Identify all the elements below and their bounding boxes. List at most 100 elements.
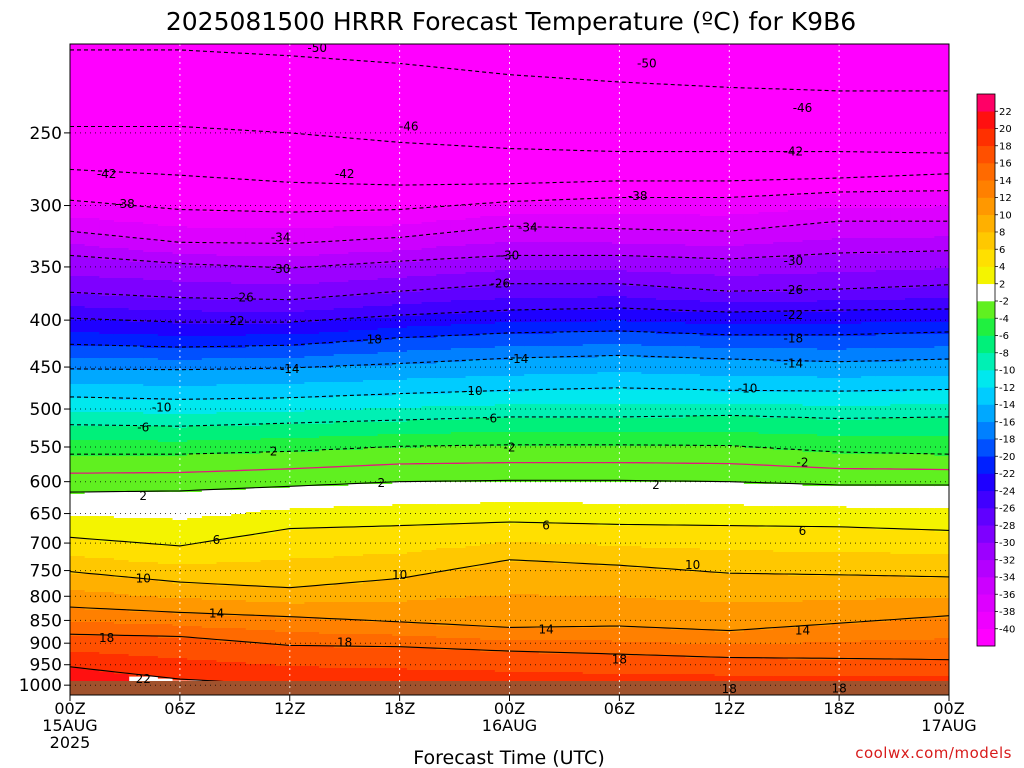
contour-label-text: 2 (377, 476, 385, 490)
temperature-band (919, 660, 935, 677)
temperature-band (99, 456, 115, 493)
temperature-band (670, 630, 686, 645)
temperature-band (333, 634, 349, 649)
temperature-band (538, 628, 555, 641)
temperature-band (465, 568, 481, 597)
temperature-band (758, 336, 774, 349)
colorbar-tick-label: -20 (999, 452, 1015, 463)
temperature-band (465, 596, 481, 627)
temperature-band (509, 358, 525, 377)
temperature-band (377, 226, 393, 241)
temperature-band (934, 298, 949, 311)
temperature-band (231, 662, 247, 685)
temperature-band (421, 648, 437, 671)
temperature-band (626, 568, 642, 599)
temperature-band (84, 412, 100, 427)
y-tick-label: 900 (30, 634, 62, 654)
temperature-band (919, 436, 935, 455)
temperature-band (201, 490, 218, 517)
temperature-band (99, 236, 115, 249)
temperature-band (201, 370, 218, 387)
temperature-band (582, 374, 598, 391)
temperature-band (729, 658, 745, 677)
temperature-band (494, 298, 511, 313)
colorbar-tick-label: -12 (999, 383, 1015, 394)
temperature-band (143, 310, 159, 323)
temperature-band (787, 644, 804, 661)
temperature-band (538, 524, 555, 545)
temperature-band (494, 432, 511, 447)
temperature-band (758, 258, 774, 275)
temperature-band (275, 530, 291, 561)
temperature-band (450, 232, 467, 247)
temperature-band (143, 358, 159, 371)
temperature-band (934, 334, 949, 347)
temperature-band (699, 274, 716, 291)
temperature-band (934, 618, 949, 639)
temperature-band (201, 640, 218, 661)
temperature-band (70, 426, 86, 441)
temperature-band (773, 552, 789, 575)
temperature-band (172, 310, 188, 325)
contour-label: -50 (637, 56, 657, 70)
temperature-band (84, 622, 100, 637)
temperature-band (568, 346, 584, 359)
temperature-band (524, 542, 540, 563)
temperature-band (333, 602, 349, 621)
temperature-band (494, 242, 511, 257)
temperature-band (70, 538, 86, 557)
temperature-band (699, 482, 716, 505)
temperature-band (875, 288, 891, 301)
temperature-band (113, 636, 130, 655)
temperature-band (934, 456, 949, 487)
contour-label-text: -2 (265, 444, 277, 458)
temperature-band (216, 228, 232, 245)
temperature-band (670, 44, 686, 199)
temperature-band (113, 492, 130, 519)
temperature-band (905, 238, 921, 253)
temperature-band (231, 44, 247, 213)
temperature-band (905, 334, 921, 349)
temperature-band (216, 256, 232, 267)
temperature-band (890, 310, 906, 323)
temperature-band (465, 230, 481, 245)
temperature-band (861, 322, 877, 337)
temperature-band (304, 334, 320, 345)
temperature-band (758, 348, 774, 361)
temperature-band (319, 254, 335, 267)
temperature-band (773, 228, 789, 243)
temperature-band (773, 324, 789, 337)
temperature-band (348, 410, 364, 423)
temperature-band (157, 370, 174, 387)
temperature-band (670, 432, 686, 447)
contour-label: -18 (362, 333, 382, 347)
contour-label: 18 (831, 681, 846, 695)
colorbar-swatch (977, 370, 995, 388)
temperature-band (304, 310, 320, 323)
temperature-band (846, 290, 862, 301)
contour-label: -46 (793, 101, 813, 115)
temperature-band (538, 544, 555, 563)
temperature-band (934, 206, 949, 223)
temperature-band (553, 270, 569, 285)
contour-label: -6 (485, 411, 497, 425)
temperature-band (319, 398, 335, 411)
temperature-band (113, 654, 130, 675)
colorbar-swatch (977, 628, 995, 647)
temperature-band (480, 652, 496, 671)
temperature-band (260, 400, 276, 413)
temperature-band (333, 528, 349, 557)
temperature-band (84, 370, 100, 385)
temperature-band (275, 212, 291, 229)
temperature-band (406, 420, 423, 435)
temperature-band (831, 312, 848, 325)
temperature-band (494, 446, 511, 483)
temperature-band (450, 348, 467, 363)
temperature-band (84, 384, 100, 399)
temperature-band (480, 300, 496, 313)
temperature-band (187, 298, 203, 311)
temperature-band (890, 348, 906, 363)
temperature-band (157, 456, 174, 493)
temperature-band (890, 404, 906, 419)
temperature-band (377, 328, 393, 341)
